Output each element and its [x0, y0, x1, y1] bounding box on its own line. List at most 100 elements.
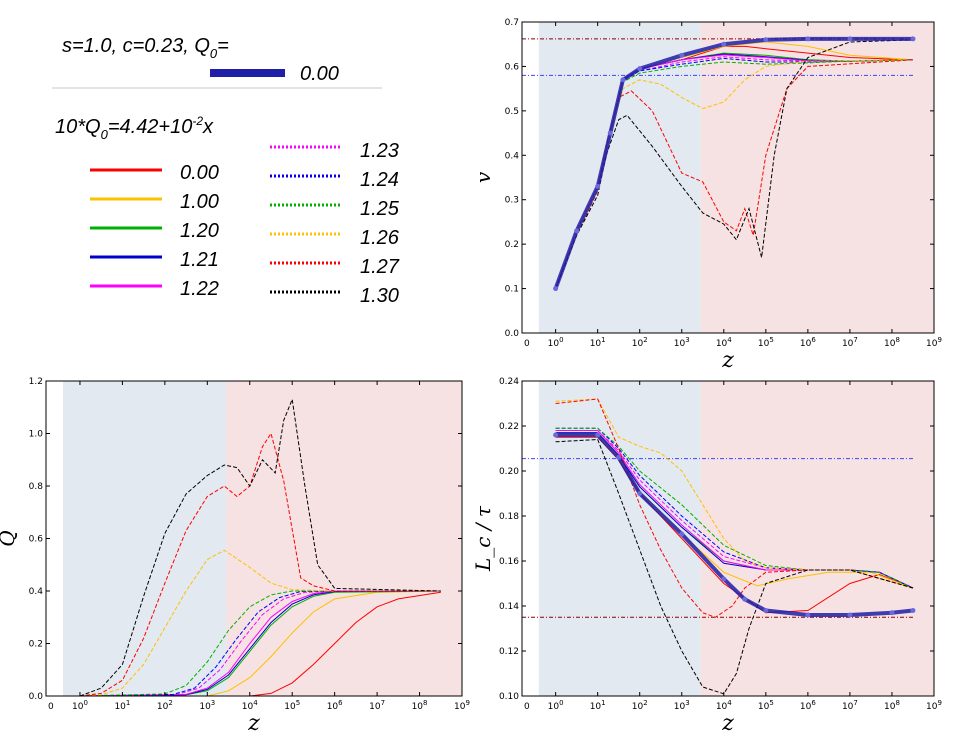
legend-solid-label: 1.00 — [180, 191, 219, 213]
series-marker — [805, 612, 811, 618]
series-marker — [607, 130, 613, 136]
series-line — [79, 590, 441, 696]
tick-label: 0.2 — [505, 240, 519, 250]
tick-label: 101 — [590, 336, 606, 349]
tick-label: 1.2 — [29, 377, 43, 387]
tick-label: 0.3 — [505, 196, 519, 206]
series-line — [79, 590, 441, 696]
tick-label: 105 — [284, 699, 300, 712]
series-line — [555, 438, 914, 695]
tick-label: 0.8 — [29, 482, 44, 492]
tick-label: 105 — [758, 699, 774, 712]
series-marker — [595, 183, 601, 189]
series-line — [80, 591, 441, 696]
legend-solid-entries: 0.00 1.00 1.20 1.21 1.22 — [90, 162, 219, 300]
shaded-region — [700, 22, 934, 333]
legend-dotted-label: 1.25 — [360, 198, 400, 220]
tick-label: 100 — [548, 699, 564, 712]
legend-solid-label: 1.22 — [180, 278, 219, 300]
plot-frame — [521, 21, 935, 334]
series-line — [555, 427, 914, 589]
legend-solid-label: 1.20 — [180, 220, 219, 242]
tick-label: 0.6 — [29, 535, 44, 545]
shaded-region — [226, 381, 462, 696]
y-axis-label: v — [471, 171, 495, 183]
tick-label: 0.0 — [29, 692, 44, 702]
tick-label: 108 — [884, 336, 900, 349]
tick-label: 0.5 — [505, 107, 519, 117]
series-marker — [637, 66, 643, 72]
tick-label: 107 — [842, 699, 858, 712]
tick-label: 106 — [800, 699, 816, 712]
tick-label: 102 — [157, 699, 173, 712]
series-marker — [553, 286, 559, 292]
series-line — [555, 430, 914, 589]
tick-label: 0.14 — [499, 602, 519, 612]
series-line — [553, 433, 915, 617]
tick-label: 103 — [674, 336, 690, 349]
tick-label: 0.1 — [505, 285, 519, 295]
tick-label: 0 — [524, 339, 530, 349]
y-axis-label: Q — [0, 530, 19, 546]
y-axis-label: L_c / τ — [471, 505, 495, 572]
series-marker — [910, 608, 916, 613]
x-axis-label: z — [721, 711, 734, 736]
chart-v-panel: 0 100 101 102 103 104 105 106 107 108 109 0.0 0.1 0.2… — [471, 18, 942, 373]
tick-label: 109 — [454, 699, 470, 712]
series-line — [79, 432, 441, 696]
plot-frame — [521, 380, 935, 697]
legend-formula-sup: -2 — [192, 114, 203, 128]
tick-label: 0.16 — [499, 557, 519, 567]
tick-label: 101 — [114, 699, 130, 712]
x-axis-label: z — [247, 711, 260, 736]
series-line — [555, 427, 914, 589]
series-line — [79, 590, 441, 696]
tick-label: 109 — [926, 336, 942, 349]
series-marker — [805, 36, 811, 42]
series-marker — [620, 77, 626, 83]
tick-label: 101 — [590, 699, 606, 712]
tick-label: 0.2 — [29, 640, 43, 650]
series-marker — [763, 608, 769, 613]
tick-label: 104 — [716, 336, 732, 349]
tick-label: 105 — [758, 336, 774, 349]
legend-params-text: s=1.0, c=0.23, Q0= — [62, 35, 229, 61]
shaded-region — [700, 381, 934, 696]
shaded-region — [538, 22, 701, 333]
tick-label: 0.20 — [499, 467, 519, 477]
legend-solid-label: 0.00 — [180, 162, 219, 184]
tick-label: 104 — [242, 699, 258, 712]
legend-dotted-entries: 1.23 1.24 1.25 1.26 1.27 1.30 — [270, 140, 400, 307]
legend-bold-value: 0.00 — [300, 63, 339, 85]
tick-label: 0.12 — [499, 647, 519, 657]
legend-params-suffix: = — [217, 35, 229, 57]
legend-formula-suffix: x — [202, 116, 214, 138]
tick-label: 102 — [632, 699, 648, 712]
tick-label: 103 — [199, 699, 215, 712]
tick-label: 0 — [48, 702, 54, 712]
tick-label: 108 — [884, 699, 900, 712]
series-marker — [910, 36, 916, 42]
series-line — [555, 59, 914, 289]
tick-label: 103 — [674, 699, 690, 712]
tick-label: 1.0 — [29, 430, 44, 440]
legend-params-prefix: s=1.0, c=0.23, Q — [62, 35, 210, 57]
series-marker — [553, 432, 559, 438]
legend-panel: s=1.0, c=0.23, Q0= 0.00 10*Q0=4.42+10-2x… — [52, 35, 400, 307]
tick-label: 0.18 — [499, 512, 519, 522]
legend-params-sub: 0 — [210, 46, 218, 61]
legend-formula-mid: =4.42+10 — [108, 116, 193, 138]
tick-label: 104 — [716, 699, 732, 712]
legend-formula-prefix: 10*Q — [55, 116, 101, 138]
chart-lc-panel: 0 100 101 102 103 104 105 106 107 108 109 0.10 0.12 0… — [471, 377, 942, 736]
series-marker — [616, 455, 622, 460]
legend-solid-label: 1.21 — [180, 249, 219, 271]
series-marker — [742, 596, 748, 602]
series-line — [79, 590, 441, 696]
tick-label: 100 — [548, 336, 564, 349]
tick-label: 0.24 — [499, 377, 519, 387]
tick-label: 0.10 — [499, 692, 519, 702]
tick-label: 106 — [800, 336, 816, 349]
legend-formula-text: 10*Q0=4.42+10-2x — [55, 114, 214, 142]
